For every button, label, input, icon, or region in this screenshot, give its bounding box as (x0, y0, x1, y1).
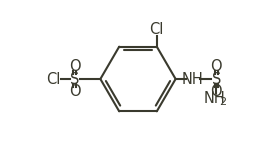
Text: Cl: Cl (150, 22, 164, 37)
Text: NH: NH (182, 72, 203, 86)
Text: O: O (210, 59, 222, 74)
Text: Cl: Cl (46, 72, 60, 86)
Text: 2: 2 (220, 97, 227, 107)
Text: O: O (69, 59, 81, 74)
Text: S: S (70, 72, 79, 86)
Text: NH: NH (203, 91, 225, 106)
Text: O: O (69, 84, 81, 99)
Text: S: S (211, 72, 221, 86)
Text: O: O (210, 84, 222, 99)
